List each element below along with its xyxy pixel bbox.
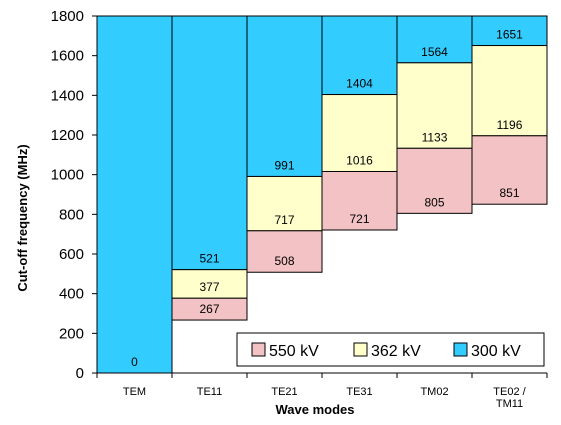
x-tick-label-line: TEM — [123, 386, 146, 398]
x-tick-label-line: TM11 — [496, 398, 523, 410]
value-labels-group: 0 521 377 267 991 717 508 1404 1016 721 1564 1133 80… — [131, 28, 523, 369]
value-label-362kv-te02-tm11: 1196 — [497, 118, 523, 132]
bar-362kv-te11 — [171, 269, 248, 299]
y-tick-label-1200: 1200 — [51, 127, 84, 144]
bar-550kv-tm02 — [396, 147, 473, 214]
value-label-362kv-tm02: 1133 — [422, 130, 448, 144]
value-label-300kv-te02-tm11: 1651 — [496, 28, 523, 42]
value-label-362kv-te21: 717 — [274, 213, 294, 227]
bar-300kv-te11 — [171, 15, 248, 271]
legend-swatch-550kv — [251, 342, 266, 357]
x-tick-label-te11: TE11 — [197, 386, 222, 398]
value-label-300kv-tem: 0 — [131, 355, 138, 369]
x-tick-label-line: TE11 — [197, 386, 222, 398]
legend-label-300kv: 300 kV — [471, 343, 521, 360]
bar-362kv-tm02 — [396, 62, 473, 149]
y-tick-label-200: 200 — [59, 325, 84, 342]
x-tick-label-tem: TEM — [123, 386, 146, 398]
bar-550kv-te02-tm11 — [471, 135, 548, 205]
y-tick-label-800: 800 — [59, 206, 84, 223]
value-label-550kv-te11: 267 — [199, 302, 219, 316]
y-tick-label-0: 0 — [76, 365, 84, 382]
value-label-550kv-te21: 508 — [274, 254, 294, 268]
y-tick-label-1400: 1400 — [51, 87, 84, 104]
value-label-300kv-te21: 991 — [274, 158, 294, 172]
value-label-550kv-tm02: 805 — [424, 195, 444, 209]
x-ticks-group: TEM TE11 TE21 TE31 TM02 TE02 /TM11 — [96, 373, 548, 410]
x-tick-label-te21: TE21 — [271, 386, 297, 398]
x-tick-label-line: TE21 — [271, 386, 297, 398]
value-label-300kv-te31: 1404 — [346, 77, 373, 91]
y-tick-label-1000: 1000 — [51, 167, 84, 184]
x-tick-label-te31: TE31 — [346, 386, 372, 398]
bar-550kv-te11 — [171, 297, 248, 321]
bars-group — [96, 15, 548, 374]
bar-550kv-te31 — [321, 170, 398, 231]
y-tick-label-400: 400 — [59, 286, 84, 303]
legend: 550 kV 362 kV 300 kV — [236, 332, 545, 367]
y-tick-label-1800: 1800 — [51, 8, 84, 25]
legend-swatch-362kv — [353, 342, 368, 357]
x-axis-title: Wave modes — [276, 402, 355, 417]
bar-300kv-te21 — [246, 15, 323, 177]
bar-362kv-te21 — [246, 175, 323, 232]
value-label-300kv-te11: 521 — [199, 252, 219, 266]
y-tick-label-1600: 1600 — [51, 48, 84, 65]
value-label-300kv-tm02: 1564 — [421, 45, 448, 59]
bar-550kv-te21 — [246, 230, 323, 273]
value-label-362kv-te31: 1016 — [346, 153, 373, 167]
y-tick-label-600: 600 — [59, 246, 84, 263]
x-tick-label-line: TE31 — [346, 386, 372, 398]
legend-swatch-300kv — [453, 342, 468, 357]
legend-label-362kv: 362 kV — [371, 343, 421, 360]
value-label-362kv-te11: 377 — [199, 280, 219, 294]
y-ticks-group: 0 200 400 600 800 1000 1200 1400 1600 1800 — [51, 8, 97, 382]
x-tick-label-te02-tm11: TE02 /TM11 — [493, 386, 526, 410]
x-tick-label-tm02: TM02 — [420, 386, 448, 398]
value-label-550kv-te02-tm11: 851 — [499, 186, 519, 200]
bar-300kv-te02-tm11 — [471, 15, 548, 47]
value-label-550kv-te31: 721 — [349, 212, 369, 226]
y-axis-title: Cut-off frequency (MHz) — [15, 144, 30, 291]
bar-300kv-tem — [96, 15, 173, 374]
x-tick-label-line: TE02 / — [493, 386, 526, 398]
legend-label-550kv: 550 kV — [269, 343, 319, 360]
x-tick-label-line: TM02 — [420, 386, 448, 398]
legend-box — [236, 332, 545, 367]
